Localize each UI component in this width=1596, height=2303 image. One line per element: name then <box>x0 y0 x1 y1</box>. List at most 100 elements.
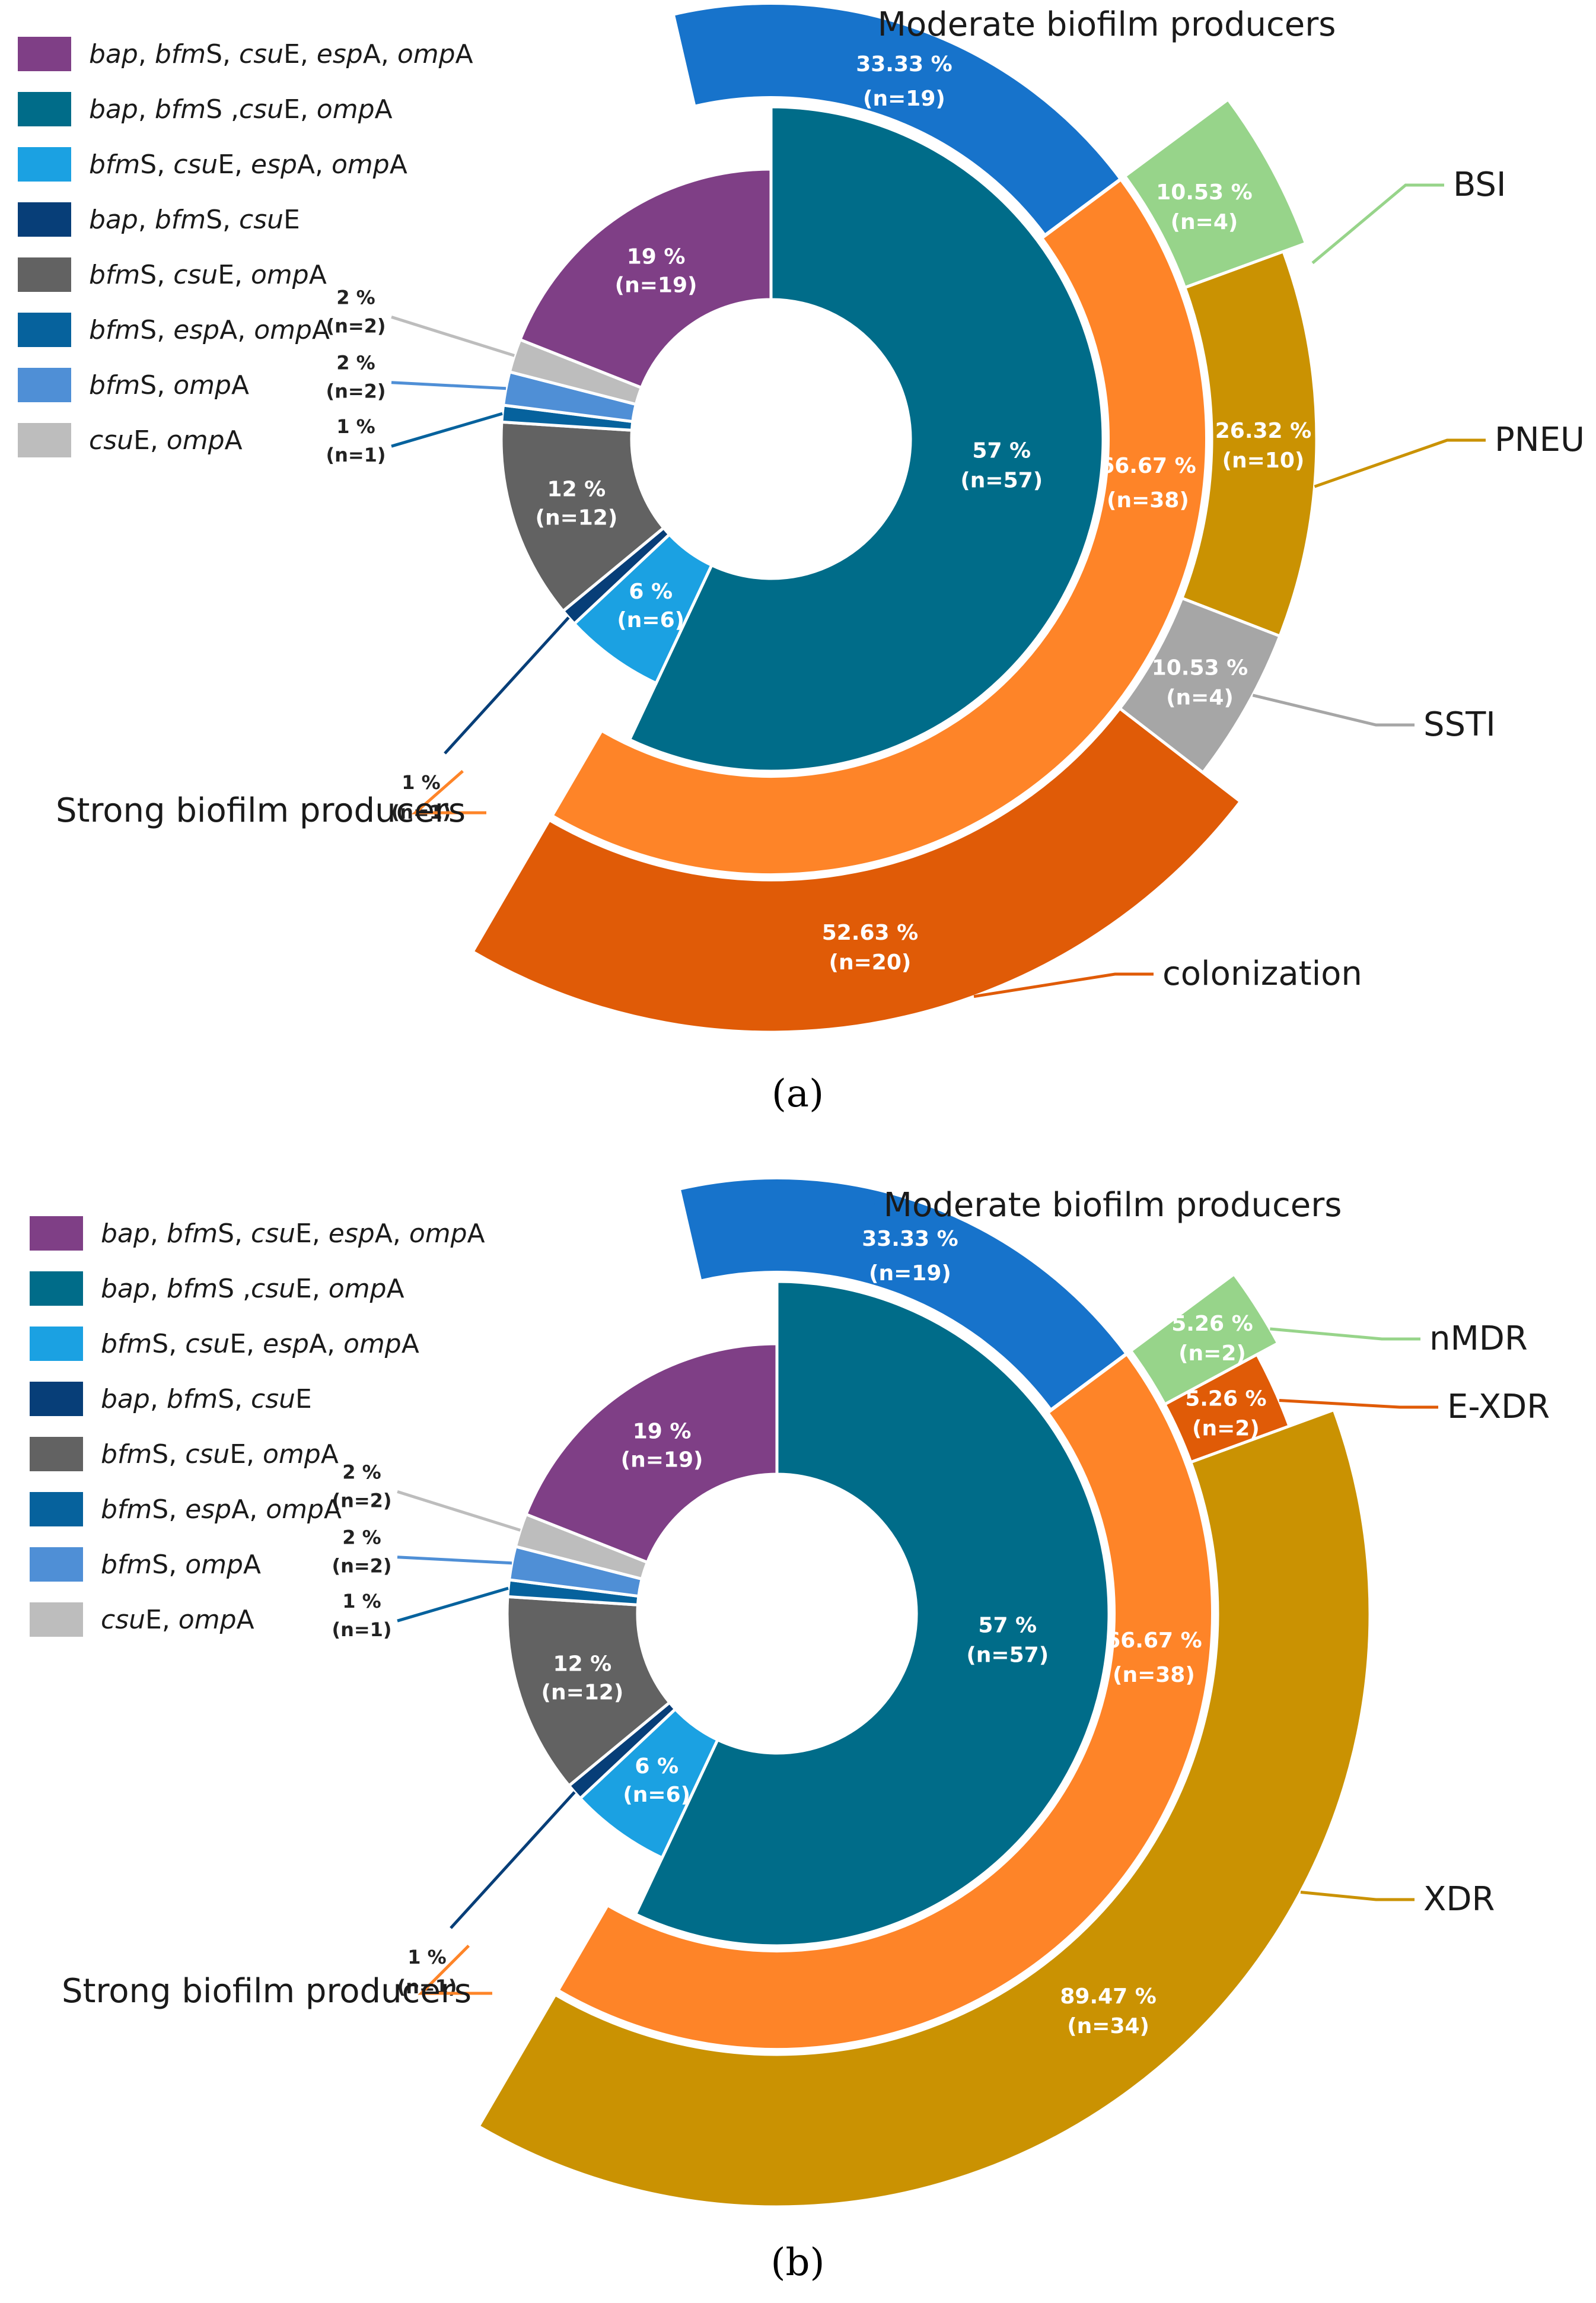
legend-swatch-bfms-csue-ompa <box>18 257 71 292</box>
outer-label-pneu: PNEU <box>1495 421 1585 459</box>
panel-b: 57 % (n=57) 6 % (n=6) 12 % (n=12) 19 % (n=19) 1 … <box>30 1176 1550 2285</box>
producer-slice-strong <box>549 176 1209 877</box>
legend-part: E, <box>218 149 251 180</box>
legend-part: omp <box>409 1219 467 1249</box>
outer-leader-colonization <box>973 972 1154 998</box>
genotype-label-bap-bfms-csue-espa-ompa-n: (n=19) <box>621 1448 703 1472</box>
callout-line-extra <box>444 616 570 755</box>
genotype-slice-bfms-csue-ompa <box>505 1595 672 1788</box>
producer-value-strong-n: (n=38) <box>1113 1663 1195 1687</box>
genotype-label-bap-bfms-csue-espa-ompa-pct: 19 % <box>627 245 686 269</box>
genotype-label-bfms-csue-ompa-pct: 12 % <box>547 478 606 502</box>
producer-value-strong: 66.67 % (n=38) <box>1100 454 1196 513</box>
legend-part: A <box>455 39 473 69</box>
legend-part: omp <box>317 94 375 125</box>
callout-line-bfms-espa-ompa <box>391 412 503 448</box>
legend-label-csue-ompa: csuE, ompA <box>101 1605 254 1635</box>
callout-line-bfms-ompa <box>397 1556 512 1565</box>
legend-part: S , <box>218 1274 251 1304</box>
callout-line-csue-ompa <box>391 316 515 357</box>
callout-label-csue-ompa: 2 % (n=2) <box>326 286 386 337</box>
callout-line-bfms-espa-ompa <box>397 1586 509 1623</box>
outer-value-pneu-pct: 26.32 % <box>1215 419 1311 443</box>
legend-part: omp <box>329 1274 387 1304</box>
genotype-label-bfms-csue-espa-ompa-n: (n=6) <box>623 1783 690 1807</box>
outer-value-ssti-n: (n=4) <box>1166 686 1234 710</box>
genotype-label-bfms-csue-ompa-pct: 12 % <box>553 1652 612 1677</box>
legend-part: esp <box>173 315 219 345</box>
callout-label-bfms-ompa-n: (n=2) <box>326 380 386 403</box>
legend-part: S, <box>152 1329 185 1359</box>
callout-label-extra-pct: 1 % <box>402 771 440 794</box>
genotype-slice-bap-bfms-csue-espa-ompa <box>524 1342 779 1564</box>
legend-part: S, <box>206 39 239 69</box>
genotype-label-main-pct: 57 % <box>978 1613 1037 1637</box>
callout-label-csue-ompa: 2 % (n=2) <box>332 1461 391 1512</box>
legend-part: csu <box>239 39 283 69</box>
legend-part: bfm <box>155 39 206 69</box>
outer-value-nmdr-n: (n=2) <box>1178 1341 1246 1366</box>
legend-part: bfm <box>167 1384 218 1414</box>
producer-value-moderate: 33.33 % (n=19) <box>856 52 952 111</box>
legend-part: A <box>390 149 407 180</box>
callout-label-bfms-espa-ompa-n: (n=1) <box>326 444 386 466</box>
legend-part: bap <box>101 1274 150 1304</box>
outer-label-colonization: colonization <box>1162 955 1362 993</box>
legend-part: omp <box>397 39 455 69</box>
legend-part: omp <box>332 149 390 180</box>
callout-line-extra <box>450 1791 576 1929</box>
legend-part: S, <box>140 260 173 290</box>
legend-part: S, <box>152 1494 185 1525</box>
legend-swatch-bfms-csue-espa-ompa <box>30 1327 83 1361</box>
moderate-label: Moderate biofilm producers <box>884 1186 1342 1224</box>
legend-part: S, <box>206 205 239 235</box>
legend-label-bfms-csue-espa-ompa: bfmS, csuE, espA, ompA <box>89 149 407 180</box>
legend-part: bfm <box>167 1219 218 1249</box>
legend-swatch-bfms-espa-ompa <box>30 1492 83 1526</box>
legend-swatch-bfms-csue-espa-ompa <box>18 147 71 182</box>
legend-label-bap-bfms-csue-ompa: bap, bfmS ,csuE, ompA <box>101 1274 404 1304</box>
legend-part: S, <box>152 1550 185 1580</box>
legend-label-bfms-espa-ompa: bfmS, espA, ompA <box>89 315 330 345</box>
legend-label-bap-bfms-csue-espa-ompa: bap, bfmS, csuE, espA, ompA <box>101 1219 485 1249</box>
genotype-label-bfms-csue-espa-ompa-n: (n=6) <box>617 608 684 632</box>
genotype-label-bfms-csue-ompa-n: (n=12) <box>541 1681 623 1705</box>
legend-part: bap <box>89 205 138 235</box>
legend-part: bap <box>89 39 138 69</box>
callout-label-bfms-ompa: 2 % (n=2) <box>326 352 386 403</box>
outer-value-colonization-pct: 52.63 % <box>822 921 918 945</box>
legend-part: A <box>225 425 243 456</box>
legend-part: E, <box>295 1274 329 1304</box>
producer-value-moderate-n: (n=19) <box>869 1261 951 1286</box>
outer-value-e-xdr-pct: 5.26 % <box>1185 1386 1266 1411</box>
legend-part: S, <box>152 1439 185 1469</box>
callout-label-bfms-espa-ompa-n: (n=1) <box>332 1618 391 1641</box>
outer-leader-nmdr <box>1270 1327 1420 1341</box>
legend-part: A, <box>375 1219 409 1249</box>
genotype-label-bfms-csue-ompa: 12 % (n=12) <box>535 478 617 530</box>
legend-part: S, <box>140 370 173 400</box>
outer-value-e-xdr: 5.26 % (n=2) <box>1185 1386 1266 1440</box>
legend-part: , <box>150 1384 167 1414</box>
legend-label-bfms-csue-espa-ompa: bfmS, csuE, espA, ompA <box>101 1329 419 1359</box>
legend-part: E, <box>218 260 251 290</box>
callout-label-csue-ompa-n: (n=2) <box>326 314 386 337</box>
genotype-label-main-n: (n=57) <box>960 468 1043 492</box>
genotype-label-main-n: (n=57) <box>966 1643 1049 1667</box>
legend-label-bap-bfms-csue-ompa: bap, bfmS ,csuE, ompA <box>89 94 393 125</box>
genotype-label-bfms-csue-ompa-n: (n=12) <box>535 506 617 530</box>
outer-value-xdr: 89.47 % (n=34) <box>1060 1984 1156 2038</box>
callout-line-bfms-ompa <box>391 381 506 390</box>
legend-part: omp <box>263 1439 321 1469</box>
legend-part: S , <box>206 94 239 125</box>
legend-swatch-bap-bfms-csue-ompa <box>18 92 71 126</box>
producer-value-strong-n: (n=38) <box>1107 488 1189 513</box>
genotype-slice-bap-bfms-csue-ompa <box>633 1280 1111 1948</box>
legend-part: csu <box>173 260 218 290</box>
producer-value-moderate-pct: 33.33 % <box>856 52 952 77</box>
legend-part: E, <box>230 1439 263 1469</box>
legend-label-bfms-espa-ompa: bfmS, espA, ompA <box>101 1494 342 1525</box>
legend-part: bfm <box>101 1550 152 1580</box>
producer-value-moderate-pct: 33.33 % <box>862 1227 958 1251</box>
callout-label-extra-pct: 1 % <box>407 1946 446 1968</box>
